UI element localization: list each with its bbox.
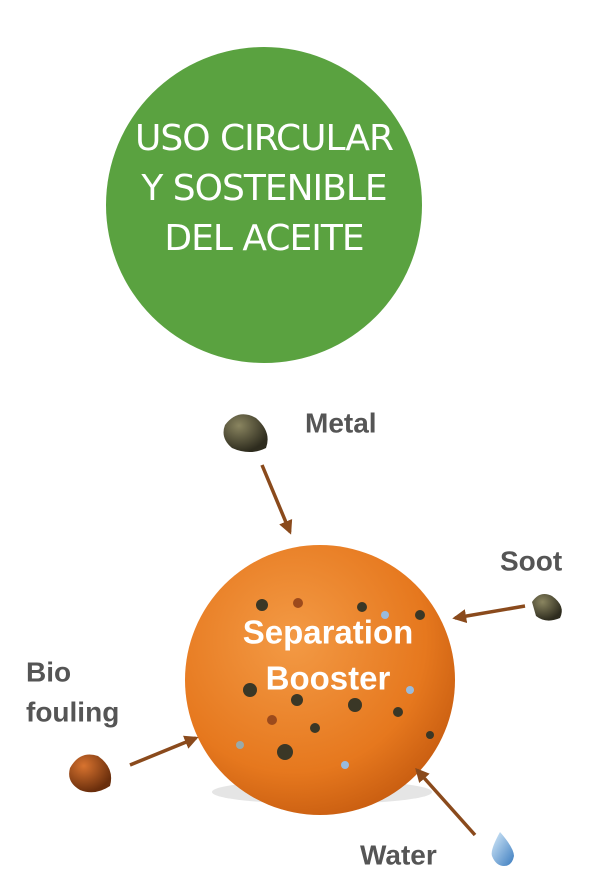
node-label: Bio xyxy=(26,656,71,687)
title-line: DEL ACEITE xyxy=(164,218,363,259)
title-line: Y SOSTENIBLE xyxy=(140,168,386,209)
node-label: fouling xyxy=(26,696,119,727)
node-label: Water xyxy=(360,839,437,870)
node-label: Metal xyxy=(305,407,377,438)
center-label-line: Separation xyxy=(243,614,414,651)
title: USO CIRCULAR Y SOSTENIBLE DEL ACEITE xyxy=(135,118,393,259)
title-line: USO CIRCULAR xyxy=(135,118,393,159)
center-label-line: Booster xyxy=(266,660,391,697)
diagram: USO CIRCULAR Y SOSTENIBLE DEL ACEITE Separ… xyxy=(0,0,590,871)
node-label: Soot xyxy=(500,545,562,576)
